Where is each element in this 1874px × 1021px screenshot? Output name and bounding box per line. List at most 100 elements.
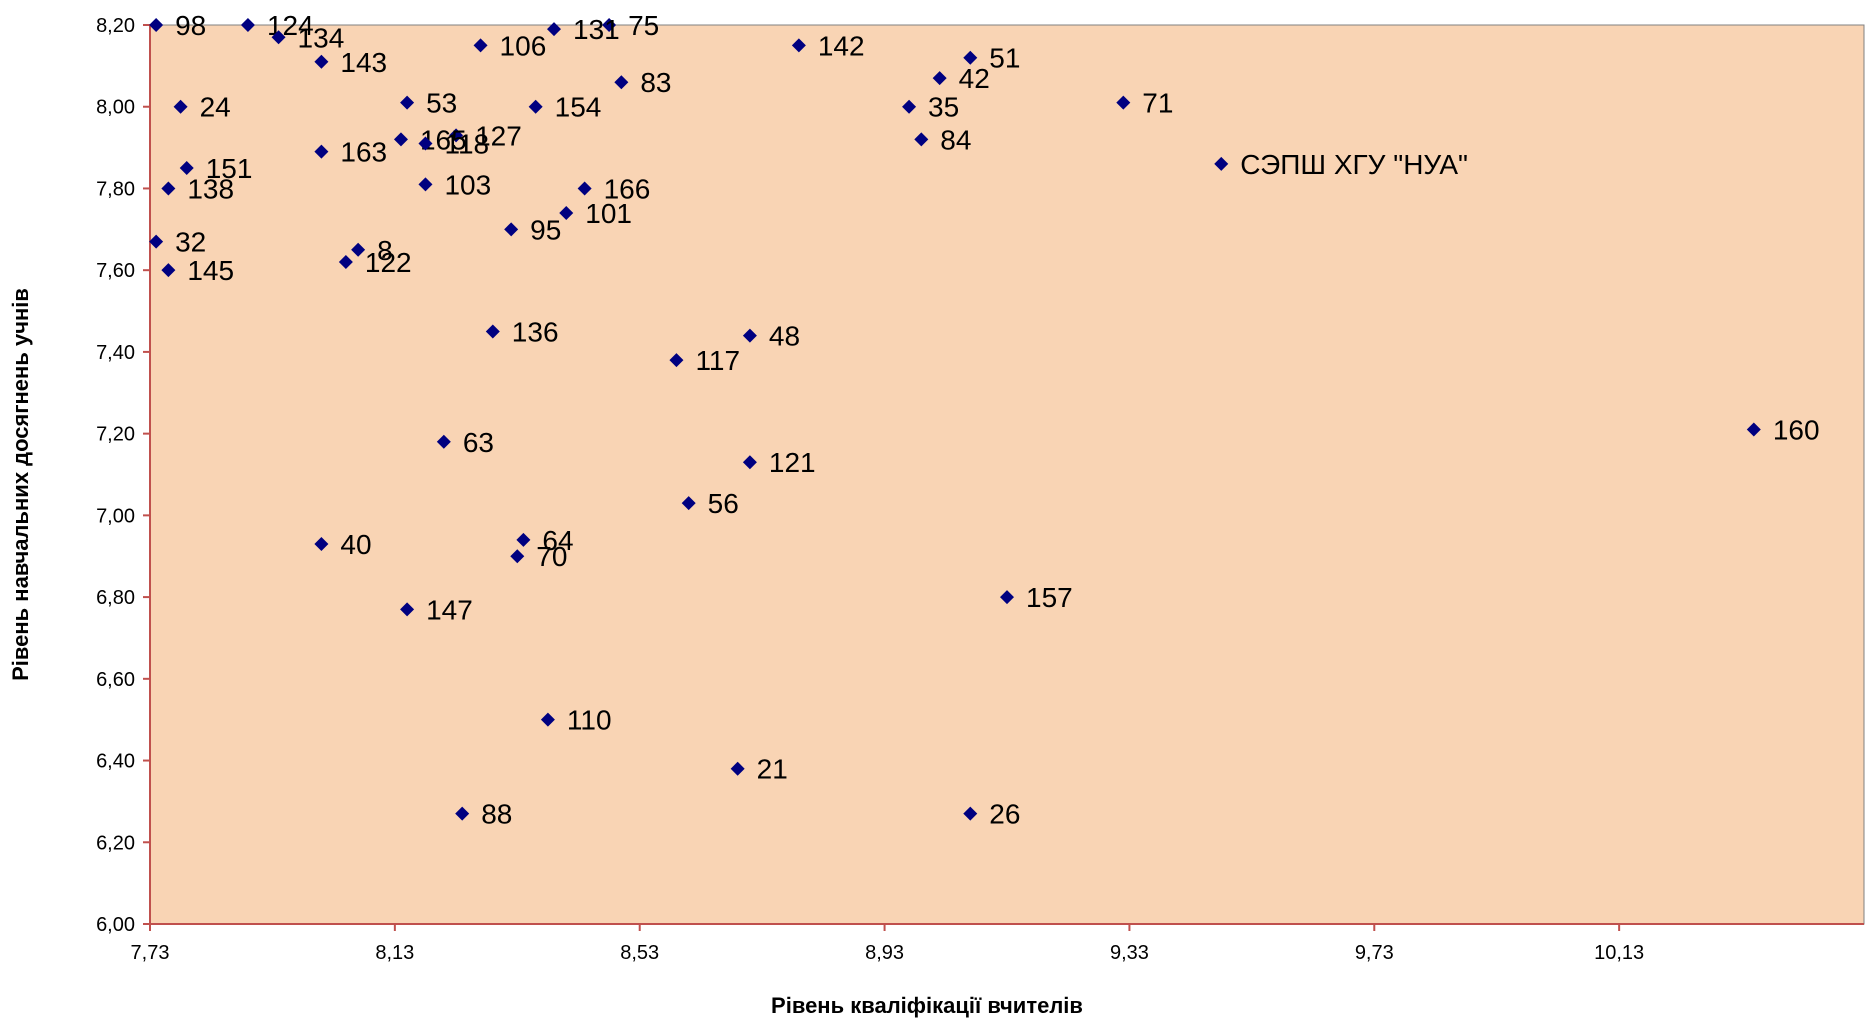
data-point-label: 103 bbox=[444, 169, 491, 200]
data-point-label: 95 bbox=[530, 214, 561, 245]
data-point-marker bbox=[271, 30, 286, 45]
x-axis-title: Рівень кваліфікації вчителів bbox=[771, 993, 1083, 1018]
data-point-marker bbox=[400, 95, 415, 110]
data-point-marker bbox=[173, 99, 188, 114]
data-point-label: 145 bbox=[187, 255, 234, 286]
y-tick-label: 7,80 bbox=[96, 178, 135, 200]
data-point-label: 122 bbox=[365, 247, 412, 278]
x-tick-label: 10,13 bbox=[1594, 942, 1644, 964]
y-tick-label: 6,00 bbox=[96, 914, 135, 936]
data-point-label: 24 bbox=[200, 92, 231, 123]
y-tick-label: 7,40 bbox=[96, 342, 135, 364]
data-point-marker bbox=[540, 712, 555, 727]
data-point-marker bbox=[455, 806, 470, 821]
data-point-label: 131 bbox=[573, 14, 620, 45]
data-point-marker bbox=[149, 18, 164, 32]
data-point-label: 154 bbox=[555, 92, 602, 123]
data-point-label: 101 bbox=[585, 198, 632, 229]
data-point-marker bbox=[730, 761, 745, 776]
data-point-label: 48 bbox=[769, 321, 800, 352]
data-point-label: 106 bbox=[500, 30, 547, 61]
data-point-marker bbox=[516, 532, 531, 547]
data-point-marker bbox=[161, 181, 176, 196]
data-point-marker bbox=[314, 536, 329, 551]
data-point-label: 35 bbox=[928, 92, 959, 123]
data-point-marker bbox=[240, 18, 255, 32]
y-tick-label: 7,60 bbox=[96, 260, 135, 282]
data-point-marker bbox=[791, 38, 806, 53]
data-point-marker bbox=[179, 161, 194, 176]
data-point-label: 134 bbox=[298, 22, 345, 53]
data-point-marker bbox=[602, 18, 617, 32]
data-point-label: 127 bbox=[475, 120, 522, 151]
x-tick-label: 9,33 bbox=[1110, 942, 1149, 964]
data-point-marker bbox=[547, 22, 562, 37]
data-point-label: 84 bbox=[940, 124, 971, 155]
data-point-label: 136 bbox=[512, 316, 559, 347]
data-point-label: 63 bbox=[463, 427, 494, 458]
data-point-label: 32 bbox=[175, 227, 206, 258]
data-point-label: 151 bbox=[206, 153, 253, 184]
data-point-label: 118 bbox=[444, 129, 489, 160]
y-tick-label: 8,20 bbox=[96, 15, 135, 37]
data-point-marker bbox=[436, 434, 451, 449]
data-point-marker bbox=[669, 353, 684, 368]
data-point-marker bbox=[393, 132, 408, 147]
data-point-marker bbox=[932, 71, 947, 86]
data-point-label: 143 bbox=[340, 47, 387, 78]
data-point-marker bbox=[418, 136, 433, 151]
x-tick-label: 9,73 bbox=[1355, 942, 1394, 964]
data-point-label: 142 bbox=[818, 30, 865, 61]
data-point-label: 56 bbox=[708, 488, 739, 519]
data-point-marker bbox=[149, 234, 164, 249]
data-point-marker bbox=[1214, 156, 1229, 171]
data-point-marker bbox=[314, 144, 329, 159]
y-tick-label: 6,20 bbox=[96, 832, 135, 854]
data-point-label: 163 bbox=[340, 137, 387, 168]
data-point-label: 157 bbox=[1026, 582, 1073, 613]
data-point-marker bbox=[742, 455, 757, 470]
y-axis-title: Рівень навчальних досягнень учнів bbox=[8, 288, 33, 681]
data-point-label: 83 bbox=[640, 67, 671, 98]
y-axis-ticks: 6,00 6,20 6,40 6,60 6,80 7,00 7,20 7,40 7,60 7,80… bbox=[96, 15, 150, 936]
data-point-marker bbox=[418, 177, 433, 192]
y-tick-label: 7,20 bbox=[96, 424, 135, 446]
y-tick-label: 6,40 bbox=[96, 751, 135, 773]
data-point-label: 160 bbox=[1773, 415, 1820, 446]
data-point-marker bbox=[914, 132, 929, 147]
data-point-label: 138 bbox=[187, 173, 234, 204]
y-tick-label: 7,00 bbox=[96, 505, 135, 527]
data-point-label: 51 bbox=[989, 43, 1020, 74]
data-point-marker bbox=[400, 602, 415, 617]
data-point-label: 98 bbox=[175, 10, 206, 41]
y-tick-label: 6,80 bbox=[96, 587, 135, 609]
data-point-label: 147 bbox=[426, 594, 473, 625]
data-point-label: 117 bbox=[695, 345, 740, 376]
data-point-label: 53 bbox=[426, 88, 457, 119]
data-point-label: 75 bbox=[628, 10, 659, 41]
data-point-marker bbox=[902, 99, 917, 114]
data-point-label: 121 bbox=[769, 447, 816, 478]
data-point-label: 88 bbox=[481, 799, 512, 830]
data-point-label: 110 bbox=[567, 705, 612, 736]
y-tick-label: 8,00 bbox=[96, 97, 135, 119]
x-tick-label: 8,13 bbox=[375, 942, 414, 964]
data-point-marker bbox=[161, 263, 176, 278]
data-point-marker bbox=[449, 128, 464, 143]
data-point-marker bbox=[528, 99, 543, 114]
data-point-label: 70 bbox=[536, 541, 567, 572]
data-point-marker bbox=[1746, 422, 1761, 437]
data-point-label: 40 bbox=[340, 529, 371, 560]
data-point-marker bbox=[351, 242, 366, 257]
plot-area bbox=[149, 24, 1865, 925]
data-point-marker bbox=[473, 38, 488, 53]
y-tick-label: 6,60 bbox=[96, 669, 135, 691]
data-point-marker bbox=[559, 205, 574, 220]
data-point-marker bbox=[338, 255, 353, 270]
data-point-label: 42 bbox=[959, 63, 990, 94]
data-point-marker bbox=[504, 222, 519, 237]
data-point-label: 71 bbox=[1142, 88, 1173, 119]
